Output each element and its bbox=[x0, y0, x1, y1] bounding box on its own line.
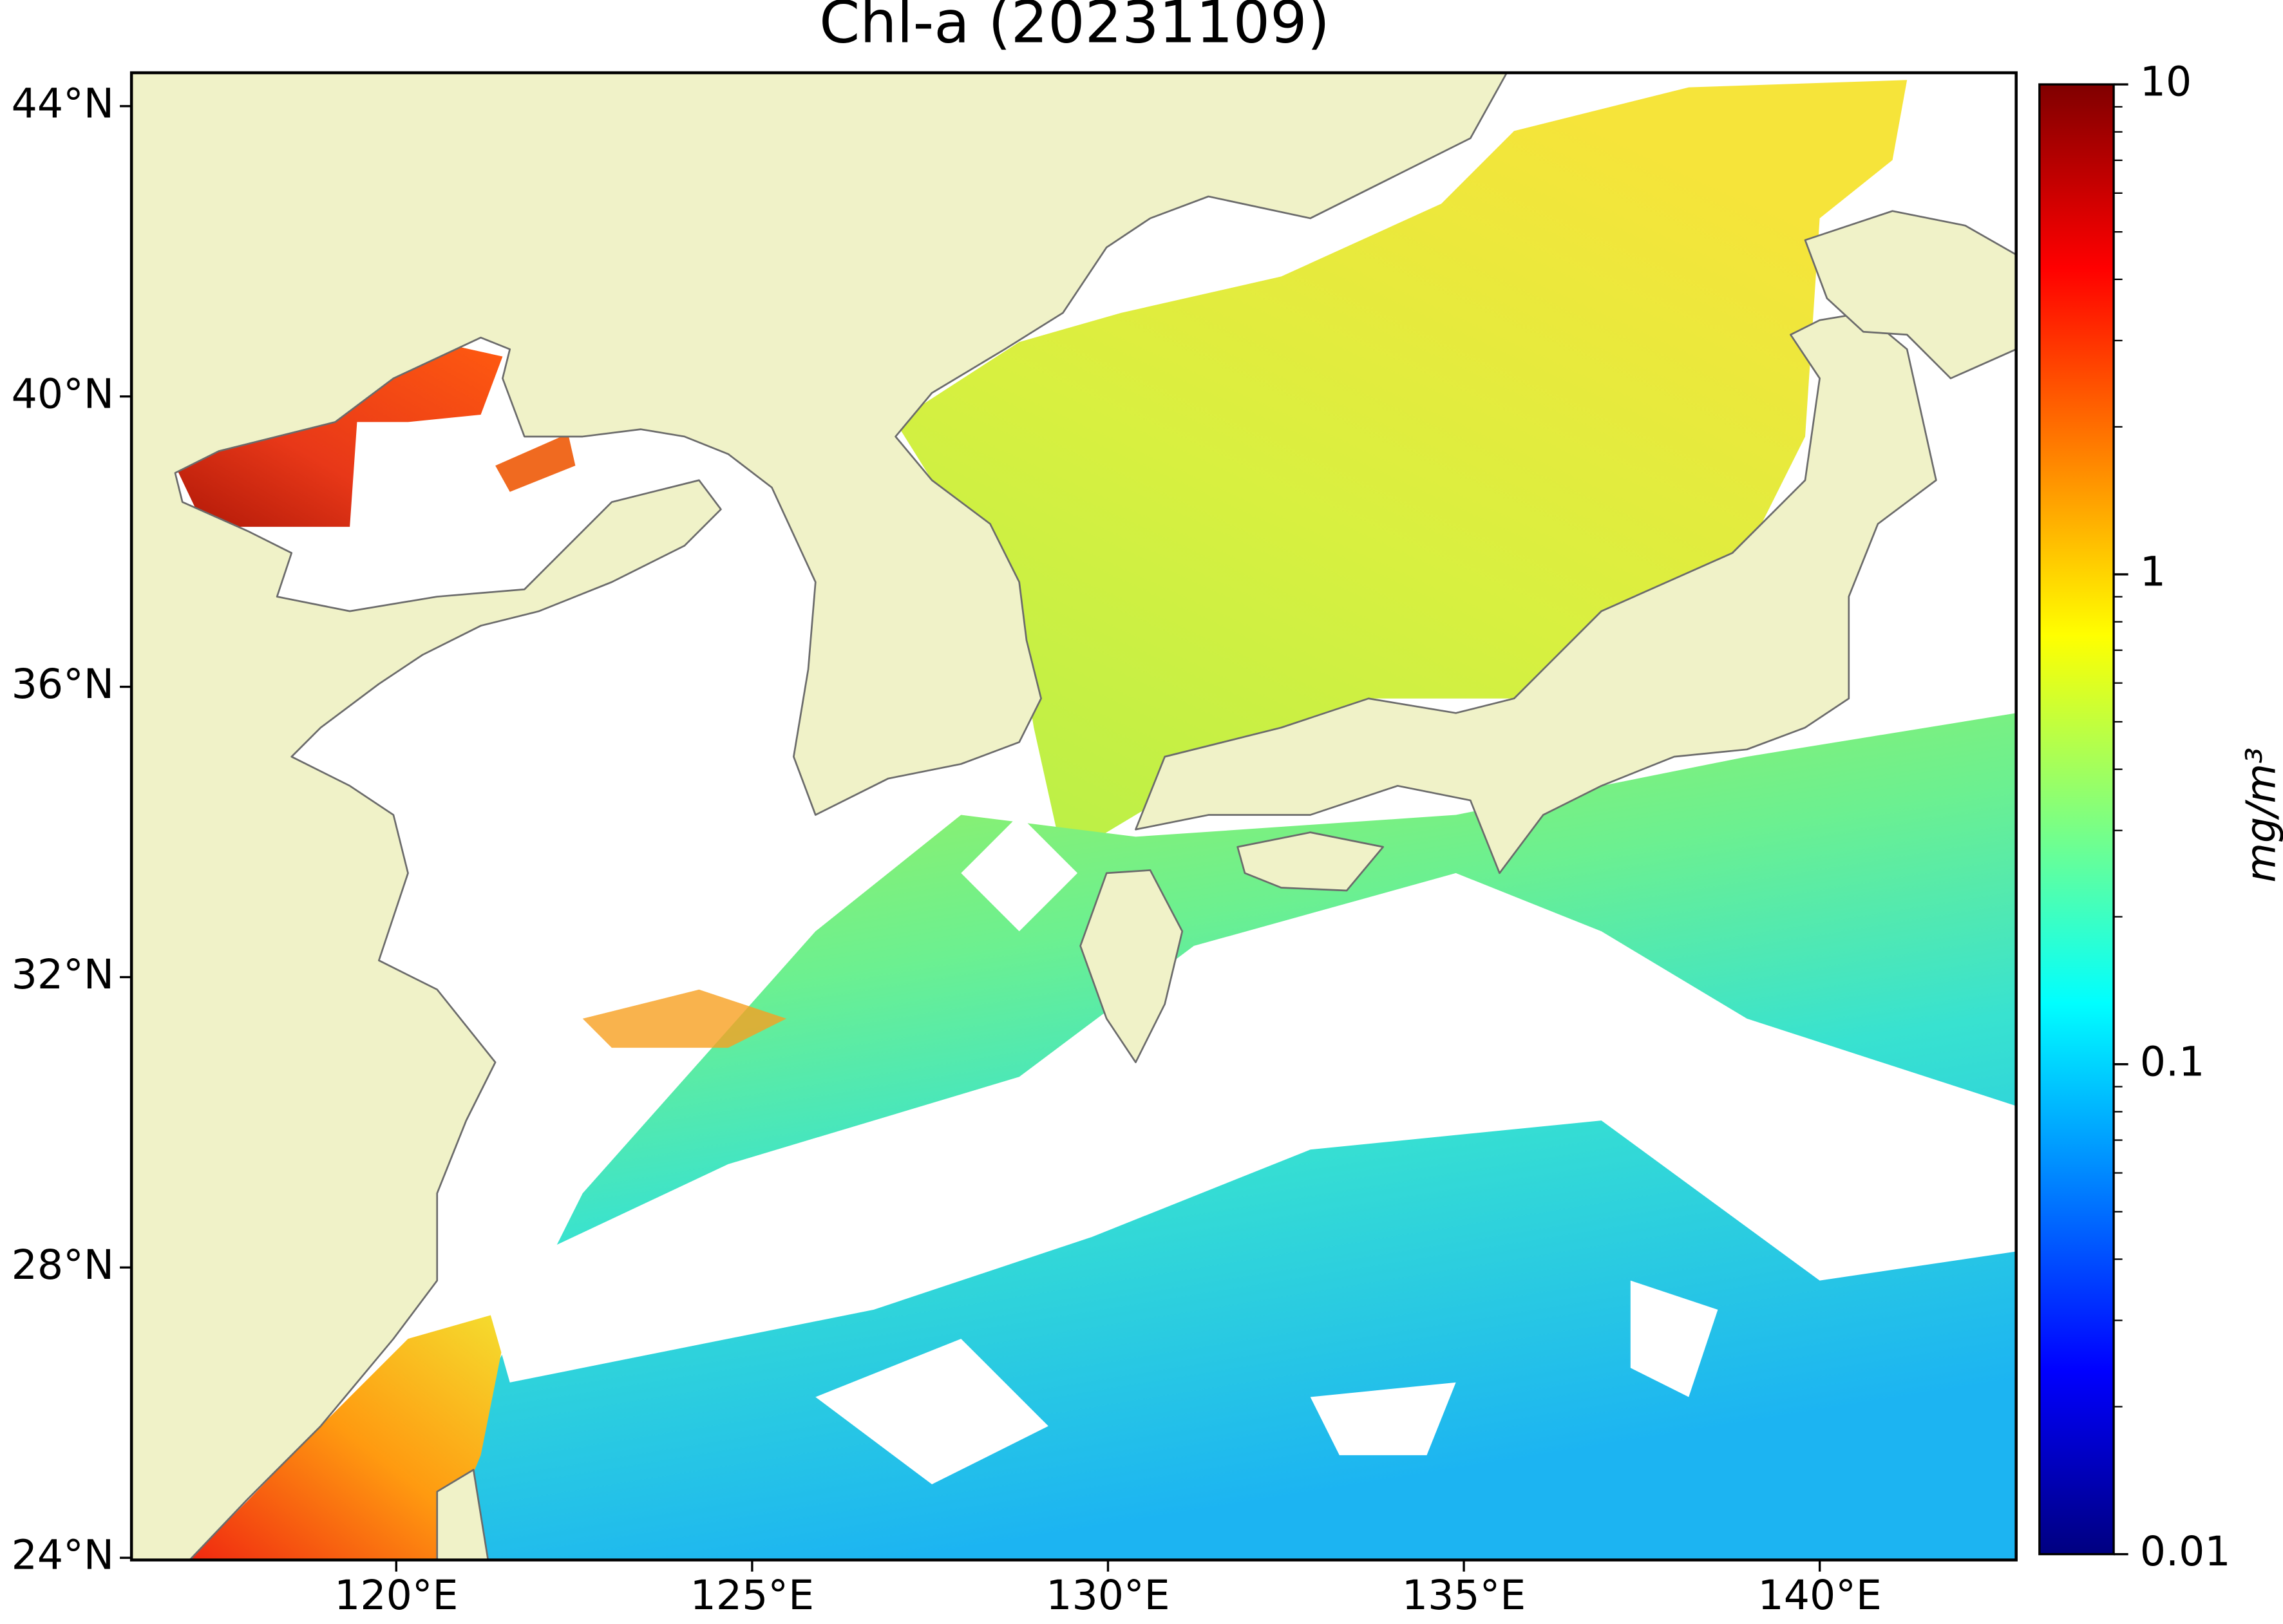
x-tick-label: 125°E bbox=[690, 1571, 814, 1619]
cloud-patch bbox=[961, 815, 1078, 932]
y-tick-label: 36°N bbox=[12, 660, 114, 708]
x-tick-label: 140°E bbox=[1757, 1571, 1881, 1619]
cloud-patch bbox=[815, 1339, 1048, 1485]
colorbar-tick-label: 10 bbox=[2140, 58, 2192, 106]
plot-frame bbox=[129, 71, 2018, 1562]
land-shikoku bbox=[1236, 831, 1384, 892]
land-taiwan bbox=[436, 1469, 489, 1560]
colorbar-tick-label: 0.01 bbox=[2140, 1527, 2231, 1575]
cloud-patch bbox=[1630, 1280, 1718, 1397]
y-tick-label: 24°N bbox=[12, 1531, 114, 1579]
y-tick-label: 44°N bbox=[12, 79, 114, 127]
y-tick-label: 28°N bbox=[12, 1241, 114, 1289]
land-mainland bbox=[131, 72, 1508, 1560]
sea-chl-bohai bbox=[175, 342, 503, 527]
y-tick-label: 32°N bbox=[12, 950, 114, 998]
cloud-band bbox=[480, 873, 2016, 1383]
x-tick-label: 135°E bbox=[1402, 1571, 1526, 1619]
colorbar-label: mg/m³ bbox=[2237, 747, 2283, 882]
land-hokkaido bbox=[1804, 210, 2016, 379]
y-tick-label: 40°N bbox=[12, 370, 114, 417]
cloud-patch bbox=[1310, 1382, 1456, 1455]
sea-chl-coastal bbox=[189, 1309, 510, 1560]
land-honshu bbox=[1135, 312, 1937, 874]
x-tick-label: 120°E bbox=[334, 1571, 458, 1619]
x-tick-label: 130°E bbox=[1046, 1571, 1170, 1619]
map-area bbox=[131, 72, 2016, 1560]
colorbar-tick-label: 1 bbox=[2140, 547, 2166, 595]
colorbar-tick-label: 0.1 bbox=[2140, 1037, 2205, 1085]
sea-chl-coastal bbox=[582, 989, 787, 1048]
sea-chl-japan-sea bbox=[895, 80, 1908, 859]
colorbar bbox=[2038, 83, 2115, 1556]
land-kyushu bbox=[1079, 869, 1184, 1064]
sea-chl-coastal bbox=[495, 433, 576, 492]
cloud-patch bbox=[1936, 436, 2016, 612]
chart-title: Chl-a (20231109) bbox=[819, 0, 1330, 57]
